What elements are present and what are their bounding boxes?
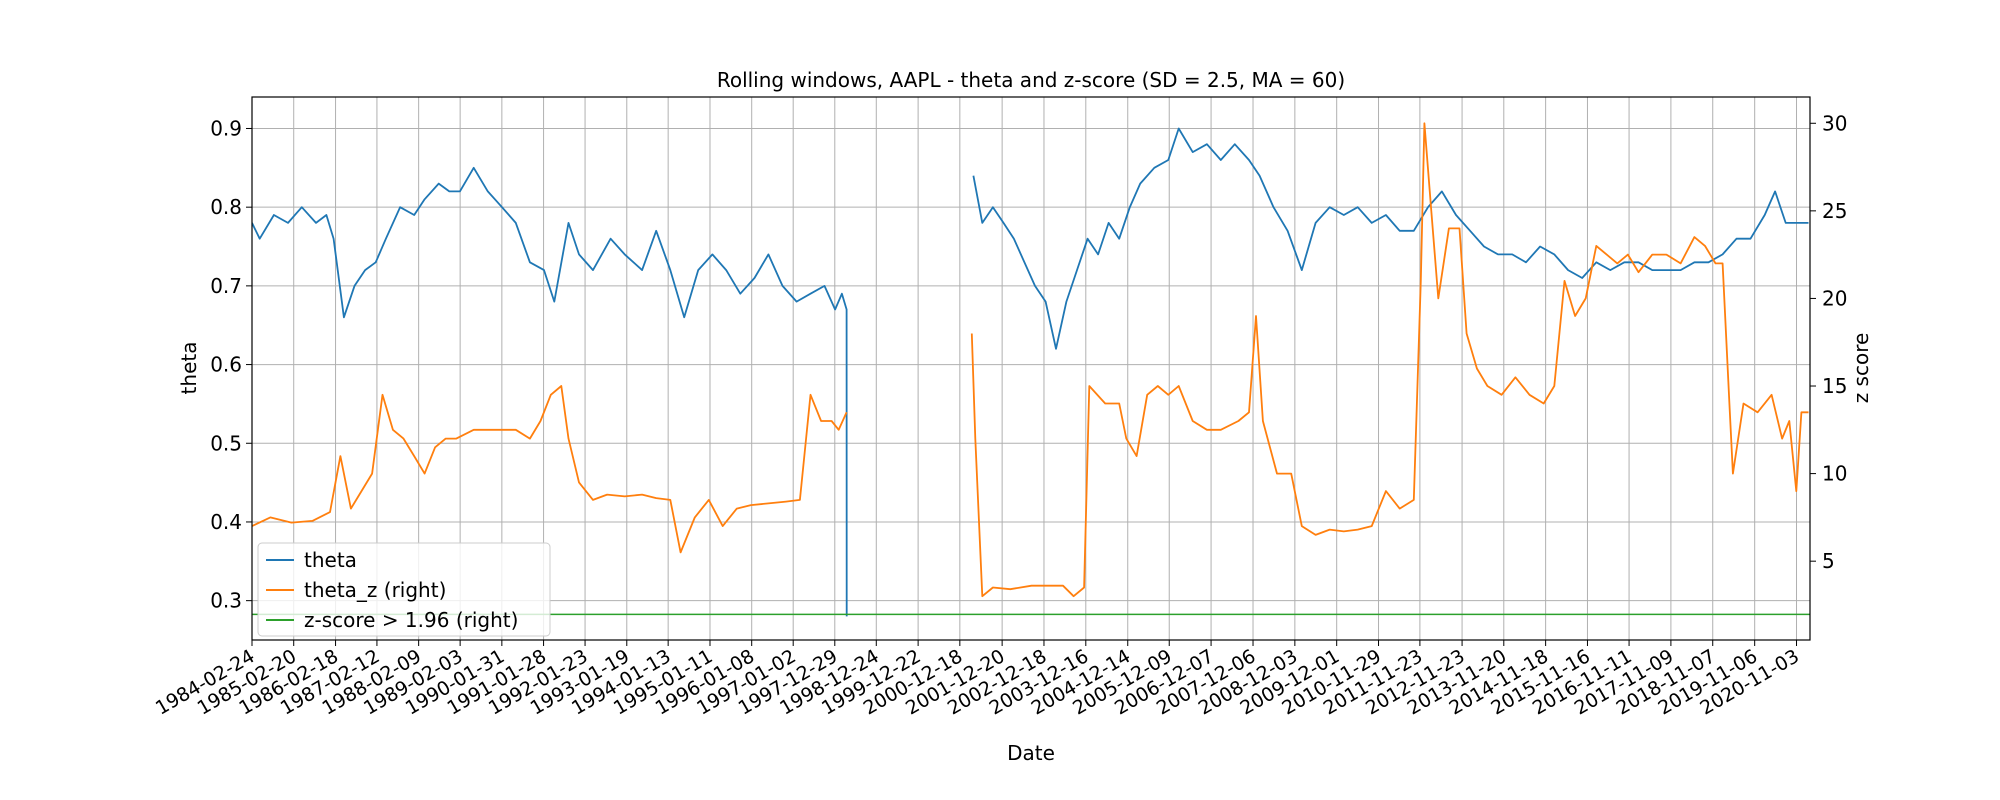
- y2-axis-label: z score: [1849, 333, 1873, 404]
- y-axis-left: 0.3 0.4 0.5 0.6 0.7 0.8 0.9: [210, 116, 252, 613]
- y2-tick-label: 5: [1822, 549, 1835, 573]
- legend-label: theta: [304, 548, 357, 572]
- x-axis-label: Date: [1007, 741, 1055, 765]
- series-line-theta: [972, 127, 1809, 350]
- plot-area: [252, 122, 1810, 617]
- chart-title: Rolling windows, AAPL - theta and z-scor…: [717, 68, 1345, 92]
- y-tick-label: 0.8: [210, 195, 242, 219]
- plot-frame: [251, 96, 1811, 641]
- y2-tick-label: 30: [1822, 111, 1847, 135]
- x-axis: 1984-02-241985-02-201986-02-181987-02-12…: [152, 640, 1803, 720]
- legend-label: z-score > 1.96 (right): [304, 608, 518, 632]
- y2-tick-label: 20: [1822, 286, 1847, 310]
- y-tick-label: 0.4: [210, 510, 242, 534]
- grid: [251, 97, 1810, 640]
- y-tick-label: 0.9: [210, 116, 242, 140]
- series-line-theta-z-right: [970, 122, 1809, 598]
- y-tick-label: 0.5: [210, 431, 242, 455]
- y-tick-label: 0.7: [210, 274, 242, 298]
- y-axis-label: theta: [177, 342, 201, 395]
- series-line-theta-z-right: [252, 385, 848, 554]
- y2-tick-label: 15: [1822, 374, 1847, 398]
- y2-tick-label: 10: [1822, 462, 1847, 486]
- y-axis-right: 5 10 15 20 25 30: [1810, 111, 1847, 573]
- legend: theta theta_z (right) z-score > 1.96 (righ…: [257, 542, 551, 637]
- y-tick-label: 0.6: [210, 353, 242, 377]
- series-line-theta: [252, 166, 848, 617]
- y2-tick-label: 25: [1822, 199, 1847, 223]
- y-tick-label: 0.3: [210, 589, 242, 613]
- legend-box: [257, 542, 551, 637]
- legend-label: theta_z (right): [304, 578, 446, 602]
